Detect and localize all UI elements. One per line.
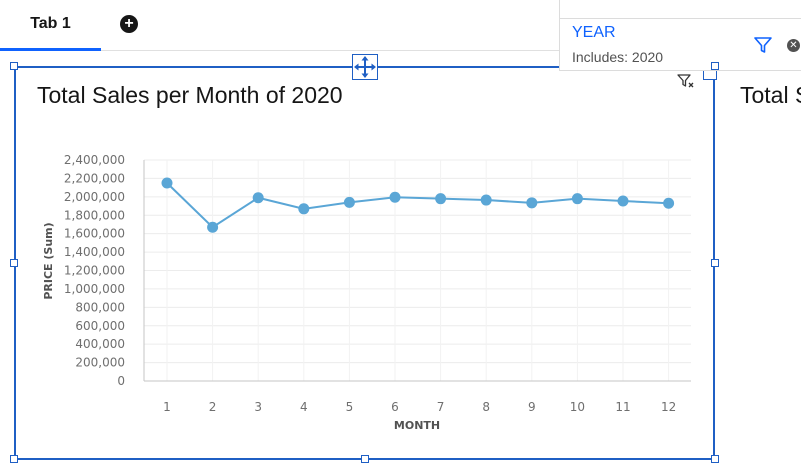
x-tick-label: 5 bbox=[346, 400, 354, 414]
x-tick-label: 10 bbox=[570, 400, 585, 414]
y-tick-label: 0 bbox=[117, 374, 125, 388]
data-point[interactable] bbox=[389, 191, 401, 203]
tab-bar: Tab 1 + bbox=[0, 0, 801, 51]
resize-handle-left[interactable] bbox=[10, 259, 18, 267]
data-point[interactable] bbox=[435, 193, 447, 205]
y-tick-label: 2,200,000 bbox=[64, 171, 125, 185]
y-tick-label: 400,000 bbox=[75, 337, 125, 351]
y-tick-label: 1,400,000 bbox=[64, 245, 125, 259]
data-point[interactable] bbox=[571, 193, 583, 205]
resize-handle-top-left[interactable] bbox=[10, 62, 18, 70]
x-tick-label: 12 bbox=[661, 400, 676, 414]
data-point[interactable] bbox=[480, 194, 492, 206]
series-line bbox=[166, 182, 669, 229]
chart-title: Total Sales per Month of 2020 bbox=[37, 82, 343, 108]
filter-title[interactable]: YEAR bbox=[572, 24, 616, 41]
x-tick-label: 4 bbox=[300, 400, 308, 414]
x-tick-label: 1 bbox=[163, 400, 171, 414]
resize-handle-right[interactable] bbox=[711, 259, 719, 267]
x-tick-label: 2 bbox=[209, 400, 217, 414]
filter-icon[interactable] bbox=[676, 72, 694, 90]
y-tick-label: 2,400,000 bbox=[64, 153, 125, 167]
x-tick-label: 3 bbox=[254, 400, 262, 414]
y-tick-label: 1,800,000 bbox=[64, 208, 125, 222]
x-axis-ticks: 1 2 3 4 5 6 7 8 9 10 11 12 bbox=[163, 400, 676, 414]
move-icon[interactable] bbox=[352, 54, 378, 80]
plus-circle-icon[interactable]: + bbox=[120, 15, 138, 33]
data-point[interactable] bbox=[343, 196, 355, 208]
x-tick-label: 9 bbox=[528, 400, 536, 414]
tab-1[interactable]: Tab 1 bbox=[0, 0, 101, 51]
data-point[interactable] bbox=[252, 192, 264, 204]
y-tick-label: 1,600,000 bbox=[64, 227, 125, 241]
y-tick-label: 1,000,000 bbox=[64, 282, 125, 296]
y-tick-label: 2,000,000 bbox=[64, 190, 125, 204]
chart-grid bbox=[144, 159, 691, 381]
y-axis-title: PRICE (Sum) bbox=[42, 222, 55, 299]
x-tick-label: 8 bbox=[482, 400, 490, 414]
filter-panel: YEAR Includes: 2020 ✕ bbox=[559, 0, 801, 71]
data-point[interactable] bbox=[526, 197, 538, 209]
funnel-icon[interactable] bbox=[753, 35, 773, 55]
x-tick-label: 6 bbox=[391, 400, 399, 414]
y-tick-label: 200,000 bbox=[75, 356, 125, 370]
y-tick-label: 600,000 bbox=[75, 319, 125, 333]
y-axis-ticks: 0 200,000 400,000 600,000 800,000 1,000,000 1,… bbox=[64, 153, 125, 388]
data-point[interactable] bbox=[298, 203, 310, 215]
y-tick-label: 800,000 bbox=[75, 300, 125, 314]
neighbor-widget-title: Total S bbox=[740, 82, 801, 108]
filter-subtitle: Includes: 2020 bbox=[572, 49, 664, 65]
data-point[interactable] bbox=[207, 221, 219, 233]
filter-panel-header-strip bbox=[560, 0, 801, 19]
x-axis-title: MONTH bbox=[394, 419, 440, 432]
x-tick-label: 7 bbox=[437, 400, 445, 414]
data-point[interactable] bbox=[617, 195, 629, 207]
tab-1-label: Tab 1 bbox=[30, 15, 71, 32]
data-point[interactable] bbox=[663, 197, 675, 209]
close-icon[interactable]: ✕ bbox=[787, 39, 800, 52]
series-points bbox=[161, 177, 675, 233]
resize-handle-top-right[interactable] bbox=[711, 62, 719, 70]
data-point[interactable] bbox=[161, 177, 173, 189]
y-tick-label: 1,200,000 bbox=[64, 264, 125, 278]
x-tick-label: 11 bbox=[615, 400, 630, 414]
